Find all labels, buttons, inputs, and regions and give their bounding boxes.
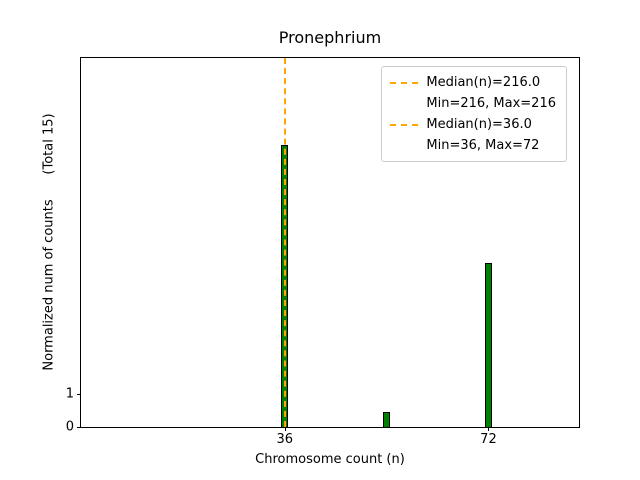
y-tick-mark: [77, 427, 81, 428]
x-tick-label: 36: [276, 432, 293, 447]
legend-label: Min=216, Max=216: [426, 96, 556, 111]
legend-label: Median(n)=216.0: [426, 75, 541, 90]
y-tick-label: 1: [65, 386, 74, 402]
bar-n54: [383, 412, 391, 427]
dashed-line-swatch-icon: [390, 81, 419, 84]
y-axis-label: Normalized num of counts (Total 15): [41, 113, 57, 371]
x-axis-label: Chromosome count (n): [255, 452, 405, 467]
median-line-n36: [283, 58, 286, 427]
x-tick-mark: [284, 427, 286, 431]
chart-title: Pronephrium: [278, 28, 382, 47]
legend-label: Min=36, Max=72: [426, 138, 540, 153]
legend-entry: Median(n)=36.0: [390, 114, 556, 135]
y-tick-label: 0: [65, 419, 74, 435]
legend-entry: Min=216, Max=216: [390, 93, 556, 114]
legend-entry: Median(n)=216.0: [390, 72, 556, 93]
legend: Median(n)=216.0 Min=216, Max=216 Median(n)…: [381, 66, 567, 162]
x-tick-mark: [488, 427, 490, 431]
x-tick-label: 72: [480, 432, 497, 447]
legend-label: Median(n)=36.0: [426, 117, 532, 132]
bar-n72: [484, 263, 492, 427]
y-tick-mark: [77, 394, 81, 396]
legend-entry: Min=36, Max=72: [390, 135, 556, 156]
dashed-line-swatch-icon: [390, 123, 419, 126]
